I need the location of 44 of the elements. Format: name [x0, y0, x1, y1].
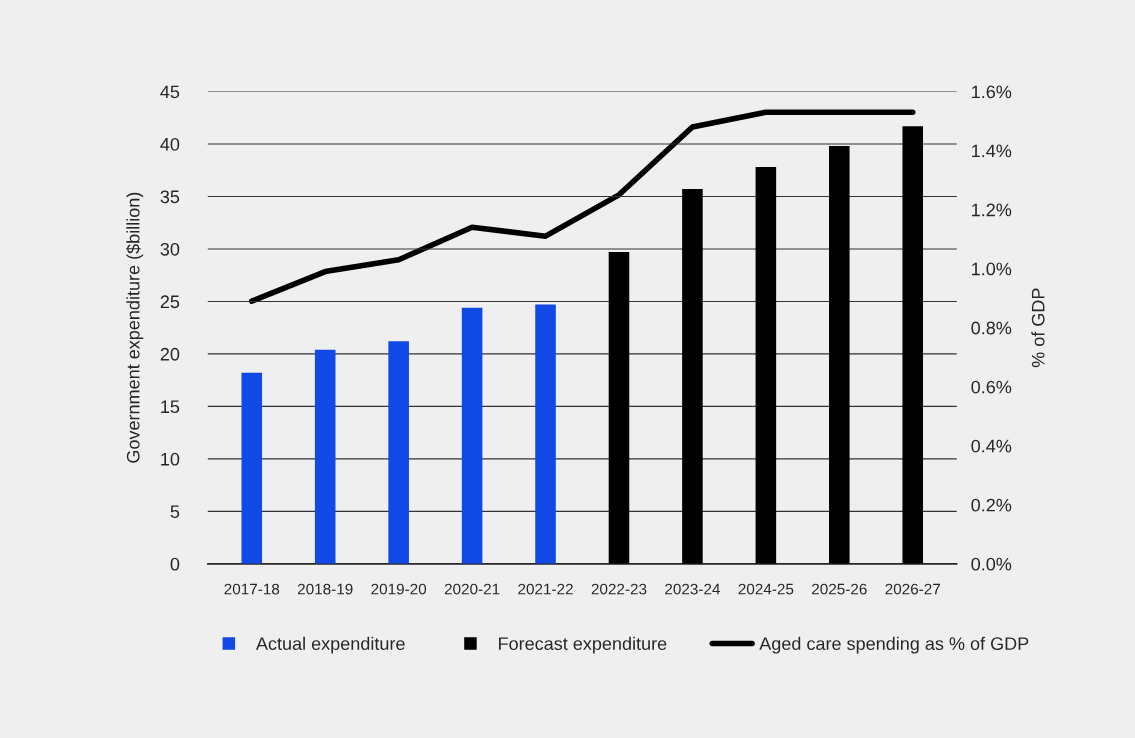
y-tick-label: 5 [170, 505, 180, 519]
bar [902, 126, 924, 564]
y-tick-label: 10 [161, 452, 180, 466]
y-tick-label: 40 [160, 137, 180, 151]
x-tick-label: 2024-25 [738, 583, 794, 595]
bar [388, 341, 409, 564]
x-tick-label: 2026-27 [885, 583, 941, 595]
bar [241, 372, 263, 564]
y-tick-label: 45 [160, 85, 180, 99]
y2-tick-label: 1.6% [972, 85, 1012, 99]
y-tick-label: 35 [160, 190, 180, 204]
bar [829, 146, 850, 564]
bar [608, 252, 630, 564]
bar [682, 189, 703, 564]
y2-tick-label: 1.0% [972, 262, 1012, 276]
y-tick-label: 0 [170, 557, 180, 571]
legend-label: Forecast expenditure [499, 636, 667, 654]
x-tick-label: 2017-18 [224, 583, 280, 595]
y2-tick-label: 1.2% [972, 203, 1012, 217]
y-tick-label: 30 [160, 242, 180, 256]
x-tick-label: 2020-21 [444, 583, 500, 595]
y-tick-label: 15 [161, 400, 180, 414]
bar [461, 307, 483, 564]
x-tick-label: 2025-26 [812, 583, 867, 595]
y2-tick-label: 0.6% [971, 380, 1012, 394]
y2-tick-label: 0.0% [971, 557, 1012, 571]
y-tick-label: 20 [160, 347, 180, 361]
x-tick-label: 2022-23 [591, 583, 647, 595]
x-tick-label: 2023-24 [665, 583, 721, 595]
x-tick-label: 2019-20 [371, 583, 427, 595]
x-tick-label: 2018-19 [297, 583, 353, 595]
y-tick-label: 25 [160, 295, 180, 309]
legend-label: Aged care spending as % of GDP [759, 636, 1029, 654]
y2-tick-label: 0.8% [971, 321, 1012, 335]
bar [535, 304, 556, 564]
legend-label: Actual expenditure [255, 636, 405, 654]
y-axis-title: Government expenditure ($billion) [126, 192, 144, 463]
bar [755, 167, 777, 564]
y2-tick-label: 0.2% [971, 498, 1012, 512]
y2-tick-label: 0.4% [971, 439, 1012, 453]
x-tick-label: 2021-22 [518, 583, 573, 595]
y2-tick-label: 1.4% [972, 144, 1012, 158]
y2-axis-title: % of GDP [1031, 288, 1045, 368]
bar [314, 349, 336, 564]
